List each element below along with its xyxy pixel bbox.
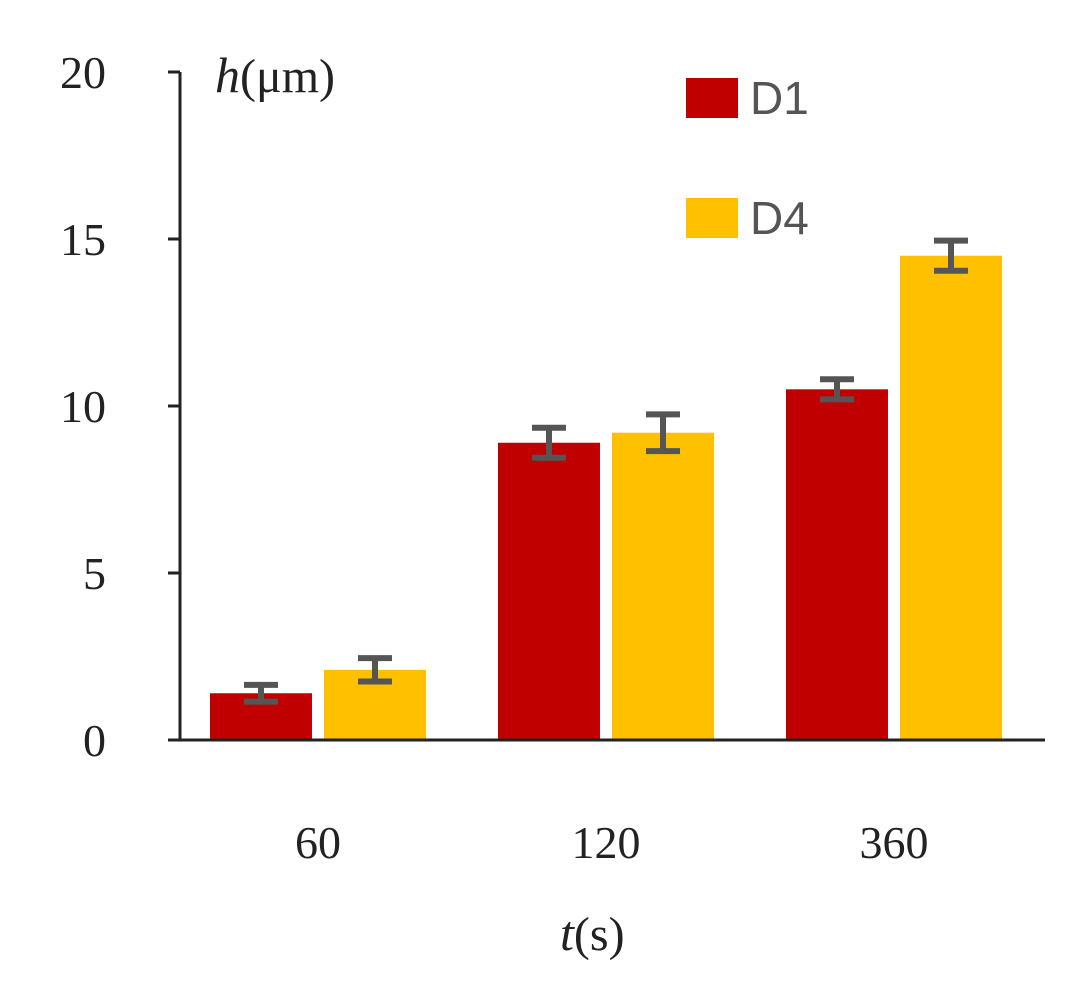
legend: D1 D4 bbox=[686, 72, 809, 244]
y-axis-unit: (μm) bbox=[240, 50, 335, 103]
x-axis-variable: t bbox=[560, 905, 575, 961]
bar-d1-360 bbox=[786, 389, 888, 740]
x-tick-label: 120 bbox=[572, 817, 641, 868]
error-bar-d1-360 bbox=[820, 376, 854, 403]
x-tick-label: 60 bbox=[295, 817, 341, 868]
error-bars-layer bbox=[244, 237, 968, 705]
bar-d4-360 bbox=[900, 255, 1002, 740]
y-tick-label: 0 bbox=[83, 715, 106, 766]
x-tick-label: 360 bbox=[860, 817, 929, 868]
error-bar-d4-360 bbox=[934, 237, 968, 274]
error-bar-d1-120 bbox=[532, 424, 566, 461]
y-axis-title: h(μm) bbox=[215, 47, 335, 103]
error-bar-d4-120 bbox=[646, 411, 680, 455]
y-tick-label: 10 bbox=[60, 381, 106, 432]
legend-label-d4: D4 bbox=[750, 192, 809, 244]
legend-swatch-d4 bbox=[686, 198, 738, 238]
y-tick-label: 5 bbox=[83, 548, 106, 599]
legend-swatch-d1 bbox=[686, 78, 738, 118]
y-ticks: 0 5 10 15 20 bbox=[60, 47, 180, 766]
y-tick-label: 15 bbox=[60, 214, 106, 265]
legend-label-d1: D1 bbox=[750, 72, 809, 124]
x-axis-title: t(s) bbox=[560, 905, 625, 961]
x-ticks: 60 120 360 bbox=[295, 817, 929, 868]
y-axis-variable: h bbox=[215, 47, 240, 103]
error-bar-d1-60 bbox=[244, 681, 278, 705]
x-axis-unit: (s) bbox=[574, 908, 625, 961]
y-tick-label: 20 bbox=[60, 47, 106, 98]
bars-layer bbox=[210, 255, 1002, 740]
bar-d4-120 bbox=[612, 432, 714, 740]
error-bar-d4-60 bbox=[358, 655, 392, 685]
bar-d1-120 bbox=[498, 442, 600, 740]
